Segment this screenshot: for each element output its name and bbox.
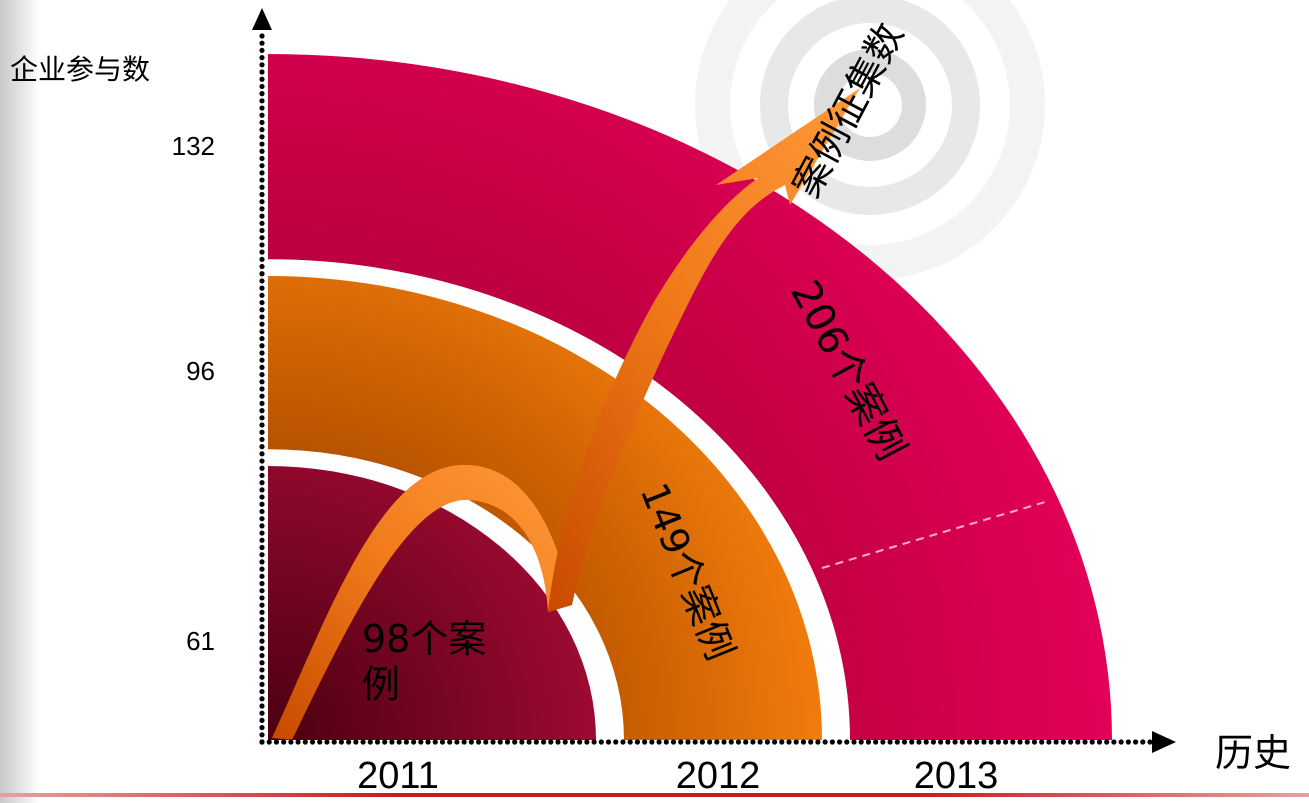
bar-2011 xyxy=(268,466,596,740)
y-axis-label: 企业参与数 xyxy=(10,54,151,85)
bottom-rule xyxy=(0,793,1309,797)
dashed-accent-line xyxy=(821,501,1046,569)
x-axis-arrowhead xyxy=(1152,731,1176,753)
y-axis-line xyxy=(259,33,265,745)
x-axis-line xyxy=(259,739,1153,745)
bar-2012 xyxy=(268,276,822,740)
x-tick-label: 2012 xyxy=(675,755,761,797)
y-tick-label: 61 xyxy=(186,626,215,656)
case-count-label: 98个案例 xyxy=(362,617,486,707)
x-tick-label: 2013 xyxy=(913,755,999,797)
y-axis-arrowhead xyxy=(252,8,272,30)
y-tick-label: 96 xyxy=(186,356,215,386)
x-tick-label: 2011 xyxy=(357,755,439,797)
axes-layer xyxy=(252,8,1176,753)
left-shade xyxy=(0,0,40,803)
y-tick-label: 132 xyxy=(171,131,215,161)
x-axis-label: 历史 xyxy=(1215,733,1292,775)
bar-2013 xyxy=(268,54,1112,740)
